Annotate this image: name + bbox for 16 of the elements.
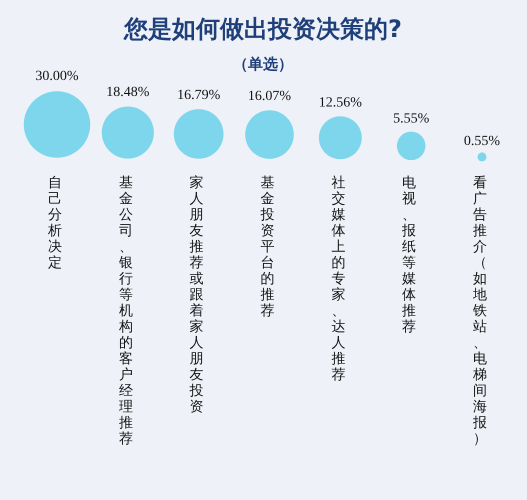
category-label: 家人朋友推荐或跟着家人朋友投资	[190, 175, 204, 415]
data-label: 12.56%	[318, 95, 362, 110]
category-label: 基金投资平台的推荐	[260, 175, 274, 319]
category-label: 自己分析决定	[47, 175, 62, 271]
data-label: 16.07%	[248, 89, 292, 104]
data-label: 18.48%	[106, 85, 150, 100]
text: （单选）	[233, 55, 293, 73]
text: 您是如何做出投资决策的?	[123, 15, 402, 43]
data-label: 16.79%	[177, 88, 221, 103]
category-label: 基金公司、银行等机构的客户经理推荐	[118, 175, 133, 447]
data-label: 5.55%	[393, 112, 430, 127]
category-label: 看广告推介（如地铁站、电梯间海报）	[473, 175, 487, 447]
data-label: 30.00%	[35, 69, 79, 84]
category-label: 电视、报纸等媒体推荐	[402, 175, 416, 335]
category-label: 社交媒体上的专家、达人推荐	[331, 175, 346, 383]
data-label: 0.55%	[464, 134, 500, 149]
